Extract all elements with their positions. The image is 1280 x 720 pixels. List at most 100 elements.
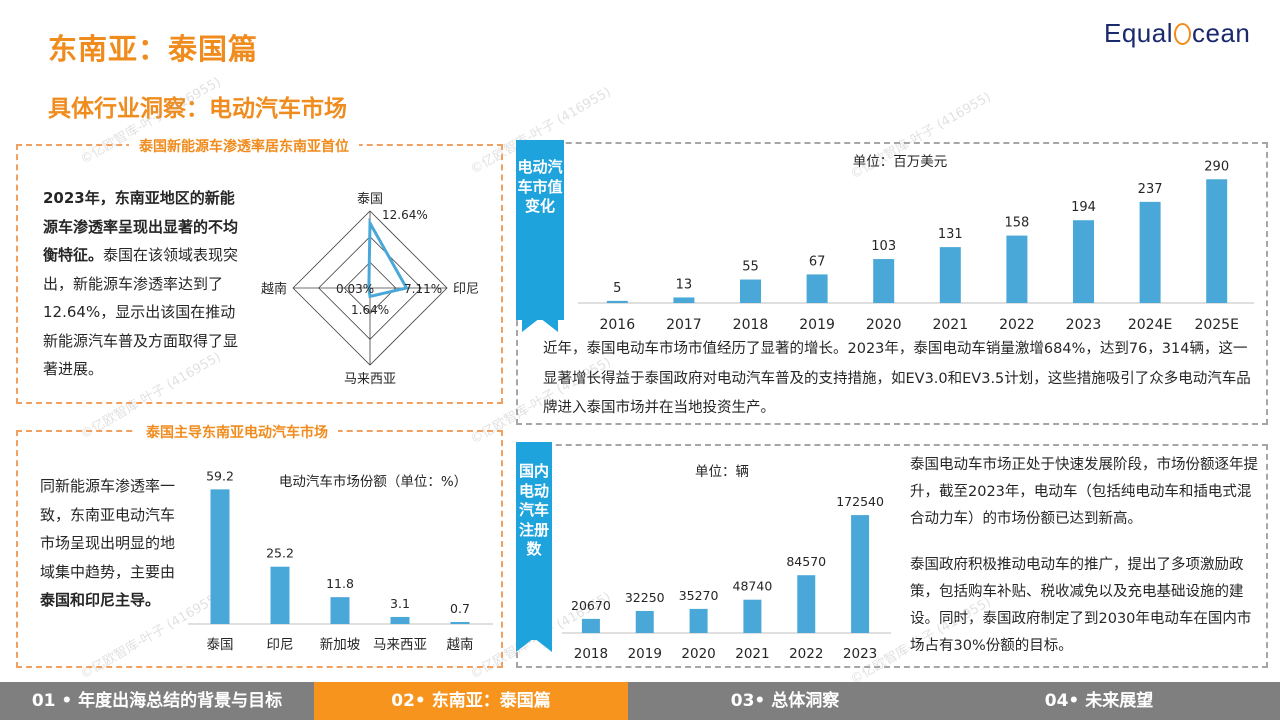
page-title: 东南亚：泰国篇 bbox=[48, 32, 259, 66]
bar-value-label: 172540 bbox=[836, 494, 884, 509]
bar-value-label: 20670 bbox=[571, 598, 611, 613]
ribbon-tail bbox=[522, 318, 558, 332]
registration-text-1: 泰国电动车市场正处于快速发展阶段，市场份额逐年提升，截至2023年，电动车（包括… bbox=[910, 457, 1258, 527]
radar-value-label: 7.11% bbox=[404, 282, 442, 296]
bar-category-label: 2022 bbox=[999, 317, 1035, 333]
bar-value-label: 25.2 bbox=[266, 546, 294, 561]
bar bbox=[450, 622, 470, 624]
bar bbox=[740, 279, 761, 303]
bar bbox=[873, 259, 895, 303]
market-share-text-bold: 泰国和印尼主导。 bbox=[40, 591, 161, 609]
bar bbox=[210, 489, 230, 624]
radar-axis-label: 马来西亚 bbox=[344, 372, 396, 387]
bar bbox=[851, 515, 870, 633]
bar bbox=[743, 599, 762, 633]
bar-category-label: 2021 bbox=[735, 646, 769, 662]
bar bbox=[581, 618, 600, 633]
bar-value-label: 48740 bbox=[733, 579, 773, 594]
bar-category-label: 2020 bbox=[866, 317, 902, 333]
bar-category-label: 马来西亚 bbox=[373, 637, 427, 653]
market-share-text-pre: 同新能源车渗透率一致，东南亚电动汽车市场呈现出明显的地域集中趋势，主要由 bbox=[40, 477, 176, 581]
bar-category-label: 2021 bbox=[932, 317, 968, 333]
bar-value-label: 103 bbox=[871, 239, 896, 254]
bar-value-label: 13 bbox=[676, 277, 693, 292]
bar-category-label: 泰国 bbox=[207, 637, 234, 653]
logo-text-left: Equal bbox=[1104, 18, 1173, 48]
bar bbox=[673, 297, 695, 303]
bar-value-label: 32250 bbox=[625, 590, 665, 605]
penetration-radar-chart: 泰国 印尼 马来西亚 越南 12.64% 7.11% 1.64% 0.03% bbox=[261, 192, 479, 387]
bar bbox=[1073, 220, 1094, 303]
bar-category-label: 2018 bbox=[574, 646, 608, 662]
nav-tab-insights[interactable]: 03• 总体洞察 bbox=[730, 691, 840, 711]
page-subtitle: 具体行业洞察：电动汽车市场 bbox=[48, 96, 347, 122]
radar-axis-label: 泰国 bbox=[357, 192, 383, 207]
ribbon-tail bbox=[516, 638, 552, 652]
market-value-bar-chart: 单位：百万美元 5 2016 13 2017 55 2018 67 2019 103 2020 13… bbox=[578, 154, 1254, 333]
radar-value-label: 1.64% bbox=[351, 303, 389, 317]
bar bbox=[635, 610, 654, 633]
bar-value-label: 194 bbox=[1071, 200, 1096, 215]
bar bbox=[1206, 179, 1228, 303]
logo-o-icon bbox=[1174, 23, 1191, 45]
radar-value-label: 0.03% bbox=[336, 282, 374, 296]
bar-category-label: 2024E bbox=[1128, 317, 1172, 333]
penetration-text: 2023年，东南亚地区的新能源车渗透率呈现出显著的不均衡特征。泰国在该领域表现突… bbox=[43, 184, 243, 384]
bar-value-label: 290 bbox=[1204, 159, 1229, 174]
bar-value-label: 59.2 bbox=[206, 468, 234, 483]
market-share-bar-chart: 电动汽车市场份额（单位：%） 59.2 泰国 25.2 印尼 11.8 新加坡 3.1 马来西… bbox=[188, 468, 493, 653]
bar bbox=[1139, 201, 1161, 303]
bar-category-label: 2019 bbox=[628, 646, 662, 662]
chart-title: 单位：辆 bbox=[695, 464, 749, 480]
chart-title: 电动汽车市场份额（单位：%） bbox=[279, 473, 467, 490]
bar-category-label: 2023 bbox=[1066, 317, 1102, 333]
penetration-text-bold: 2023年，东南亚地区的新能源车渗透率呈现出显著的不均衡特征。 bbox=[43, 189, 239, 264]
equalocean-logo: Equal cean bbox=[1104, 18, 1250, 49]
registration-ribbon: 国内电动汽车注册数 bbox=[516, 442, 552, 640]
bar bbox=[270, 566, 290, 624]
bar-category-label: 新加坡 bbox=[320, 637, 361, 653]
bar-category-label: 2018 bbox=[733, 317, 769, 333]
logo-text-right: cean bbox=[1192, 18, 1251, 48]
radar-series bbox=[367, 217, 409, 299]
market-share-panel-title: 泰国主导东南亚电动汽车市场 bbox=[136, 422, 338, 442]
bar bbox=[689, 608, 708, 633]
radar-value-label: 12.64% bbox=[382, 208, 428, 222]
bar-category-label: 2020 bbox=[681, 646, 715, 662]
bar-value-label: 158 bbox=[1004, 216, 1029, 231]
bar bbox=[797, 575, 816, 633]
penetration-panel-title: 泰国新能源车渗透率居东南亚首位 bbox=[129, 136, 359, 156]
bar-category-label: 2017 bbox=[666, 317, 702, 333]
bar-value-label: 55 bbox=[742, 260, 759, 275]
bar-value-label: 11.8 bbox=[326, 576, 354, 591]
bar-value-label: 131 bbox=[938, 227, 963, 242]
bar-category-label: 印尼 bbox=[267, 637, 294, 653]
bar-value-label: 0.7 bbox=[450, 601, 470, 616]
bar-value-label: 84570 bbox=[786, 554, 826, 569]
bar-category-label: 2016 bbox=[599, 317, 635, 333]
bar-value-label: 3.1 bbox=[390, 596, 410, 611]
bar bbox=[390, 616, 410, 624]
chart-title: 单位：百万美元 bbox=[853, 154, 948, 170]
nav-tab-thailand[interactable]: 02• 东南亚：泰国篇 bbox=[314, 682, 628, 720]
registration-text-2: 泰国政府积极推动电动车的推广，提出了多项激励政策，包括购车补贴、税收减免以及充电… bbox=[910, 557, 1252, 654]
bar-value-label: 67 bbox=[809, 254, 826, 269]
bar bbox=[806, 274, 828, 303]
bar-category-label: 2022 bbox=[789, 646, 823, 662]
bar-category-label: 越南 bbox=[447, 637, 474, 653]
penetration-text-rest: 泰国在该领域表现突出，新能源车渗透率达到了12.64%，显示出该国在推动新能源汽… bbox=[43, 246, 239, 378]
bar-value-label: 237 bbox=[1138, 182, 1163, 197]
section-nav: 01 • 年度出海总结的背景与目标 02• 东南亚：泰国篇 03• 总体洞察 0… bbox=[0, 682, 1280, 720]
radar-axis-label: 越南 bbox=[261, 281, 287, 297]
market-value-ribbon: 电动汽车市值变化 bbox=[516, 140, 564, 320]
nav-tab-outlook[interactable]: 04• 未来展望 bbox=[1044, 691, 1154, 711]
registration-bar-chart: 单位：辆 20670 2018 32250 2019 35270 2020 48740 202… bbox=[562, 464, 891, 662]
market-share-text: 同新能源车渗透率一致，东南亚电动汽车市场呈现出明显的地域集中趋势，主要由泰国和印… bbox=[40, 472, 180, 615]
market-value-text: 近年，泰国电动车市场市值经历了显著的增长。2023年，泰国电动车销量激增684%… bbox=[543, 341, 1251, 416]
bar bbox=[939, 247, 961, 303]
bar-category-label: 2019 bbox=[799, 317, 835, 333]
bar-category-label: 2025E bbox=[1194, 317, 1238, 333]
bar-value-label: 5 bbox=[613, 281, 621, 296]
nav-tab-background[interactable]: 01 • 年度出海总结的背景与目标 bbox=[31, 691, 283, 711]
bar bbox=[330, 597, 350, 624]
